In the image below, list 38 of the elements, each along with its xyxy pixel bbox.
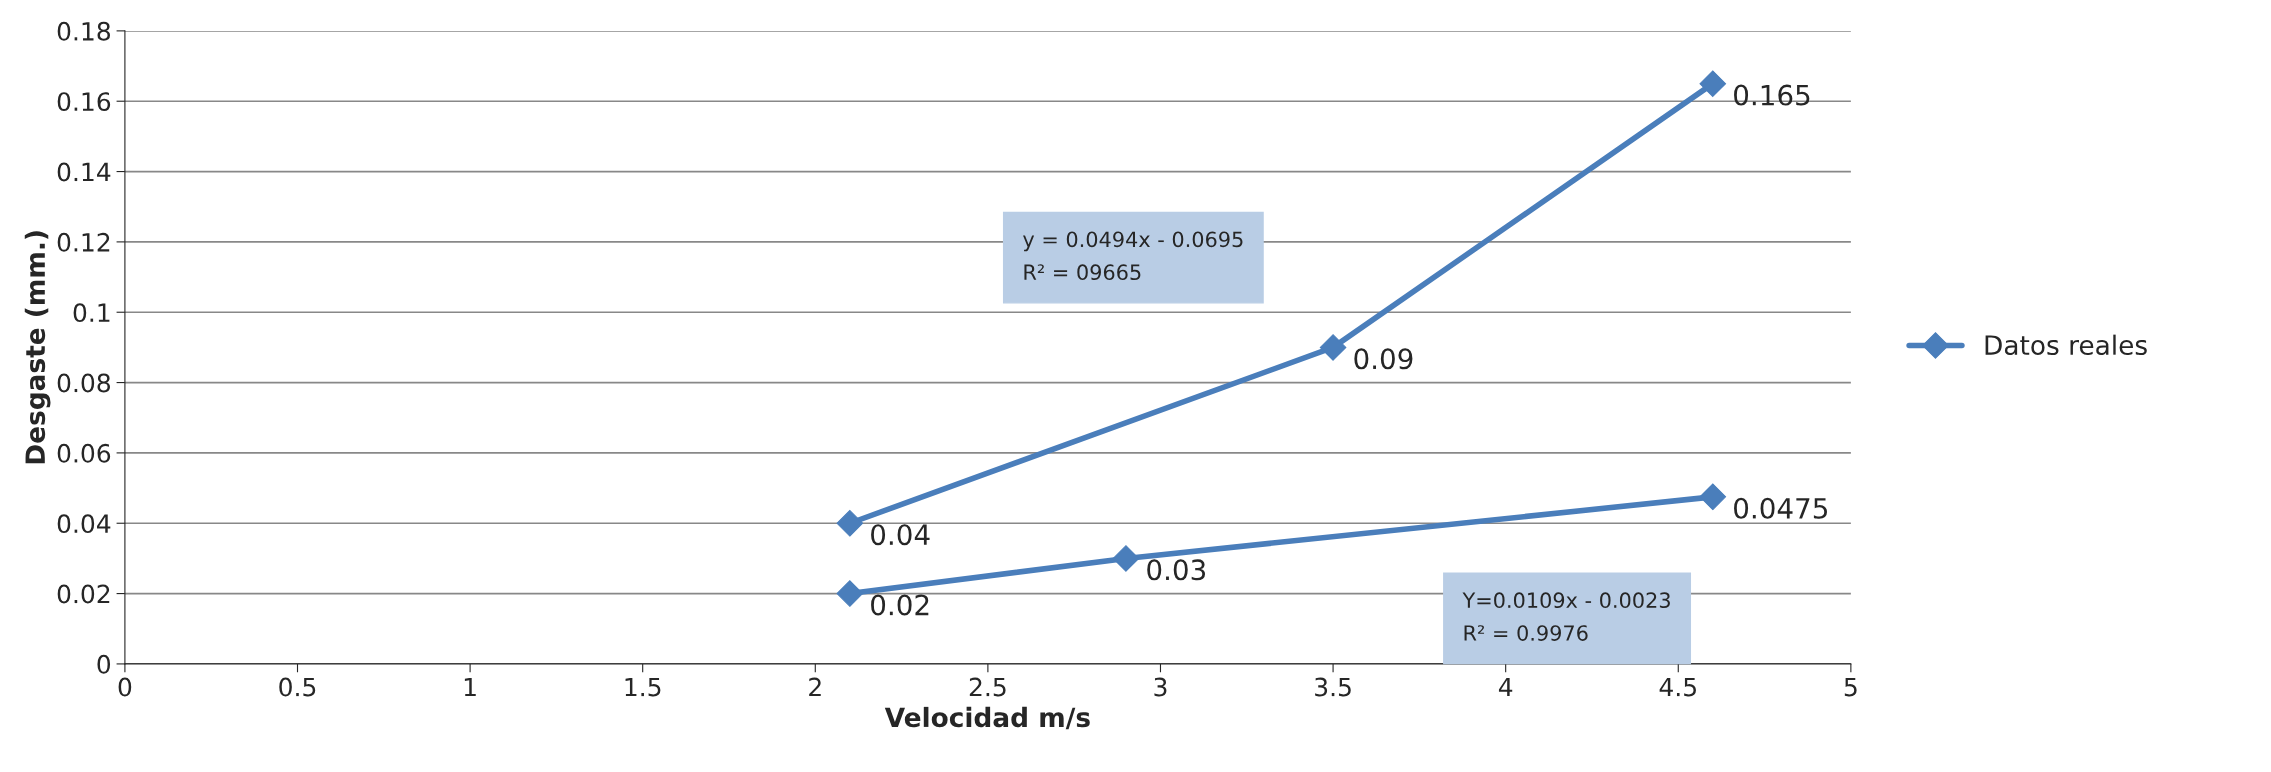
annotation: y = 0.0494x - 0.0695 R² = 09665 [1023, 231, 1243, 281]
y-tick-label: 0.12 [57, 232, 110, 252]
point [1699, 70, 1727, 97]
legend-label: Datos reales [1985, 334, 2147, 356]
data-label: 0.03 [1147, 559, 1206, 581]
y-axis-title: Desgaste (mm.) [24, 231, 51, 464]
data-label: 0.0475 [1734, 497, 1827, 519]
x-tick-label: 4 [1498, 677, 1513, 697]
y-tick-label: 0.04 [57, 514, 111, 534]
x-tick-label: 2.5 [969, 677, 1006, 697]
point [836, 580, 864, 607]
x-tick-label: 3 [1154, 677, 1167, 697]
data-label: 0.04 [871, 524, 930, 546]
point [1112, 545, 1140, 572]
x-tick-label: 5 [1844, 677, 1857, 697]
y-tick-label: 0.18 [57, 21, 110, 41]
y-tick-label: 0.16 [57, 92, 111, 112]
x-tick-label: 0 [118, 677, 132, 697]
data-label: 0.09 [1354, 348, 1413, 370]
y-tick-label: 0 [97, 654, 111, 674]
x-tick-label: 1 [464, 677, 476, 697]
y-tick-label: 0.06 [57, 443, 111, 463]
y-tick-label: 0.14 [57, 162, 111, 182]
point [836, 509, 864, 537]
y-tick-label: 0.1 [73, 303, 110, 323]
x-axis-title: Velocidad m/s [884, 706, 1090, 730]
x-tick-label: 4.5 [1659, 677, 1696, 697]
x-tick-label: 2 [809, 677, 821, 697]
data-label: 0.165 [1734, 84, 1810, 106]
point [1319, 334, 1347, 361]
annotation: Y=0.0109x - 0.0023 R² = 0.9976 [1462, 592, 1670, 641]
y-tick-label: 0.08 [57, 373, 110, 393]
x-tick-label: 0.5 [279, 677, 316, 697]
x-tick-label: 1.5 [625, 677, 661, 697]
data-label: 0.02 [871, 594, 929, 616]
y-tick-label: 0.02 [57, 584, 110, 604]
x-tick-label: 3.5 [1315, 677, 1351, 697]
point [1699, 483, 1727, 511]
